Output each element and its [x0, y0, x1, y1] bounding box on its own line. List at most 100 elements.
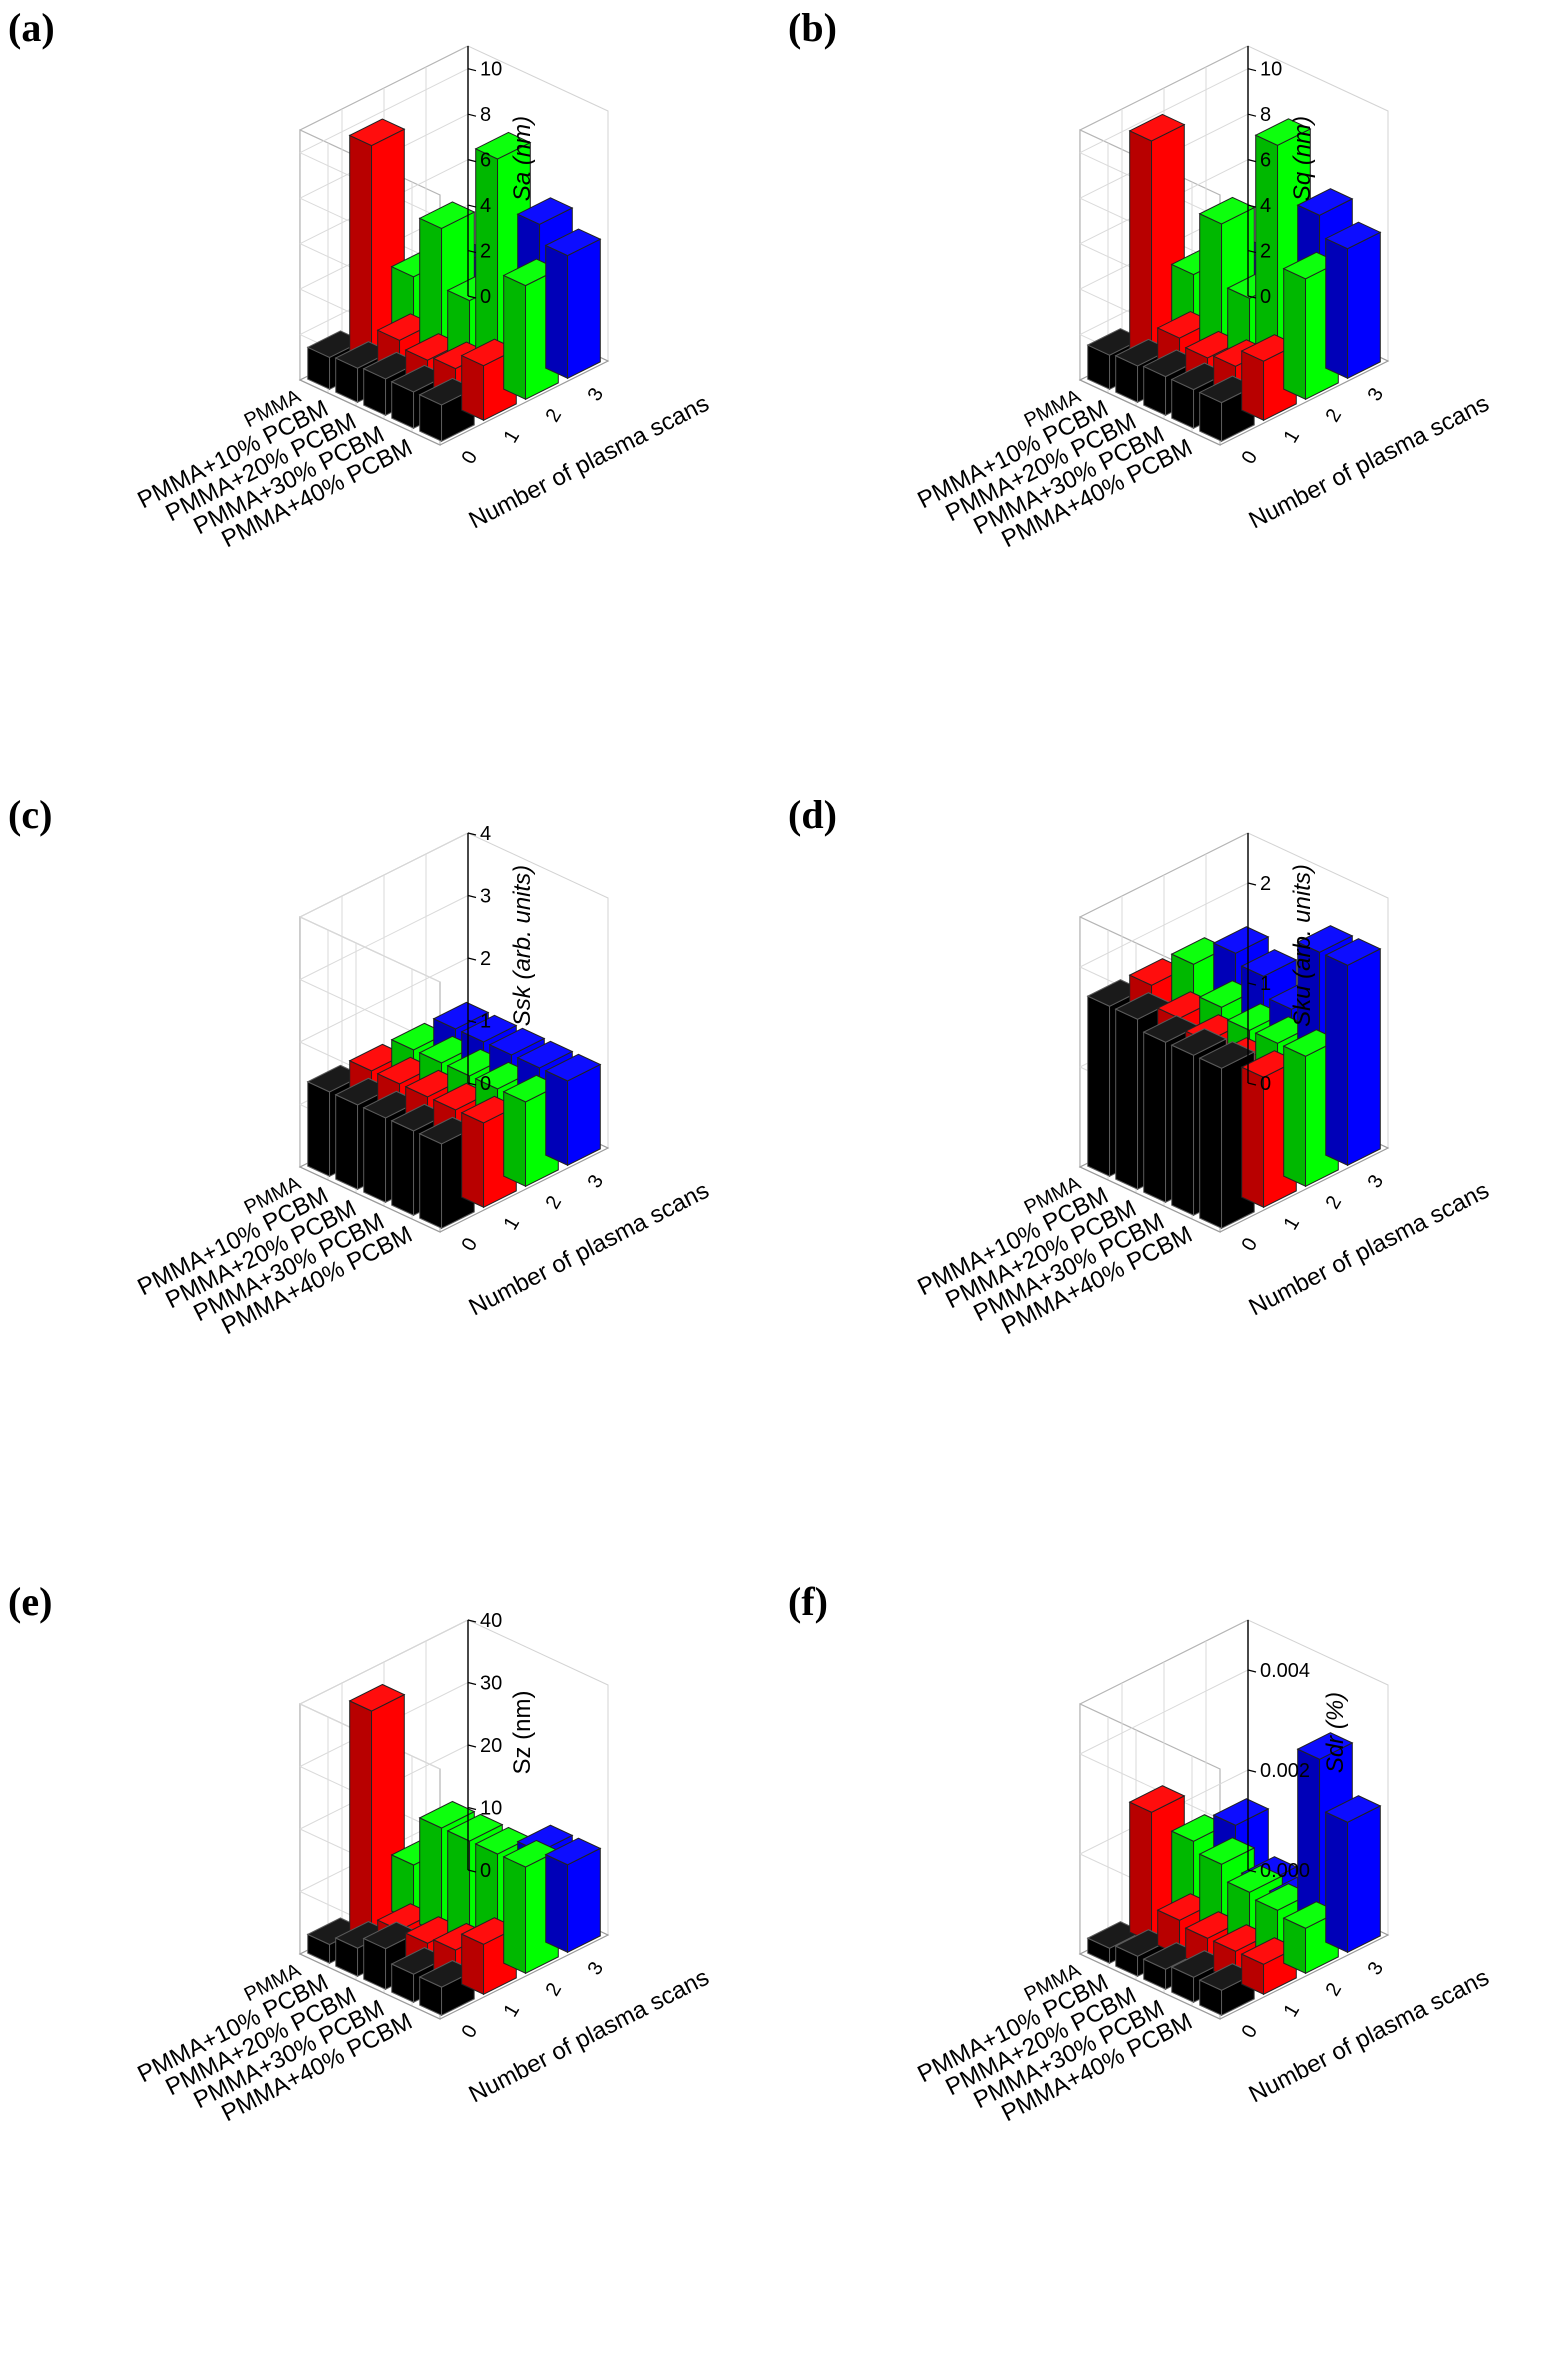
z-tick-label: 30	[480, 1673, 502, 1695]
x-tick-label: 2	[1321, 1192, 1346, 1213]
z-tick-label: 6	[480, 150, 491, 172]
z-tick	[1247, 68, 1257, 72]
z-tick-label: 8	[480, 104, 491, 126]
panel-label: (e)	[8, 1579, 53, 1624]
z-tick-label: 2	[1260, 241, 1271, 263]
x-tick-label: 3	[583, 1171, 608, 1192]
z-tick-label: 2	[1260, 873, 1271, 895]
z-tick-label: 4	[1260, 195, 1271, 217]
x-tick-label: 3	[1363, 1958, 1388, 1979]
z-tick-label: 10	[480, 1798, 502, 1820]
z-tick	[467, 1806, 477, 1811]
x-tick-label: 0	[1237, 447, 1262, 468]
z-tick	[467, 295, 477, 299]
z-tick-label: 20	[480, 1735, 502, 1757]
z-axis-label: Sz (nm)	[509, 1691, 536, 1775]
z-tick	[1247, 295, 1257, 299]
z-tick	[1247, 982, 1257, 986]
z-tick-label: 0	[480, 1860, 491, 1882]
z-tick-label: 0.000	[1260, 1860, 1310, 1882]
x-tick-label: 3	[583, 1958, 608, 1979]
z-tick	[1247, 113, 1257, 117]
x-tick-label: 0	[1237, 1234, 1262, 1255]
chart-panel-b: (b) 0 2 4 6 8 10 Sq (nm) 0 1 2 3 Number of plasma s…	[780, 0, 1560, 787]
bar-3-4	[1324, 938, 1382, 1167]
x-tick-label: 0	[457, 447, 482, 468]
z-tick	[467, 204, 477, 208]
z-tick-label: 10	[480, 59, 502, 81]
chart-panel-c: (c) 0 1 2 3 4 Ssk (arb. units) 0 1 2 3 Number of p…	[0, 787, 780, 1574]
z-tick	[467, 113, 477, 117]
x-tick-label: 2	[1321, 1979, 1346, 2000]
z-tick	[467, 1082, 477, 1086]
panel-label: (f)	[788, 1579, 828, 1624]
x-tick-label: 1	[1279, 1213, 1304, 1234]
z-tick	[1247, 1869, 1257, 1873]
z-tick	[467, 68, 477, 72]
z-tick-label: 10	[1260, 59, 1282, 81]
chart-panel-e: (e) 0 10 20 30 40 Sz (nm) 0 1 2 3 Number of plasma…	[0, 1574, 780, 2361]
z-tick	[1247, 159, 1257, 163]
chart-panel-f: (f) 0.000 0.002 0.004 Sdr (%) 0 1 2 3 Number of …	[780, 1574, 1560, 2361]
x-tick-label: 0	[457, 2021, 482, 2042]
chart-panel-d: (d) 0 1 2 Sku (arb. units) 0 1 2 3 Number of pla…	[780, 787, 1560, 1574]
bar-3-4	[1324, 221, 1382, 380]
z-tick	[467, 894, 477, 899]
gridline	[1079, 1753, 1221, 1820]
z-tick-label: 4	[480, 195, 491, 217]
panel-label: (d)	[788, 792, 837, 837]
z-tick	[1247, 882, 1257, 886]
panel-label: (b)	[788, 5, 837, 50]
x-tick-label: 2	[541, 1979, 566, 2000]
z-tick	[467, 1681, 477, 1686]
z-tick-label: 1	[480, 1011, 491, 1033]
bar-3-4	[544, 1837, 602, 1954]
z-tick	[1247, 204, 1257, 208]
x-tick-label: 2	[1321, 405, 1346, 426]
z-tick	[467, 1744, 477, 1748]
x-tick-label: 3	[583, 384, 608, 405]
bar-3-4	[544, 1053, 602, 1167]
x-tick-label: 1	[499, 2000, 524, 2021]
z-tick-label: 0	[1260, 1073, 1271, 1095]
z-tick-label: 0	[1260, 286, 1271, 308]
z-tick	[1247, 1769, 1257, 1773]
z-tick-label: 1	[1260, 973, 1271, 995]
z-tick-label: 0	[480, 286, 491, 308]
z-tick	[1247, 1082, 1257, 1086]
gridline	[299, 916, 441, 983]
z-tick	[467, 1869, 477, 1873]
x-tick-label: 1	[1279, 426, 1304, 447]
x-tick-label: 1	[499, 426, 524, 447]
x-tick-label: 3	[1363, 384, 1388, 405]
z-tick-label: 4	[480, 823, 491, 845]
z-tick	[1247, 1669, 1257, 1673]
z-tick	[467, 832, 477, 836]
z-axis-label: Ssk (arb. units)	[509, 865, 536, 1026]
z-tick-label: 40	[480, 1610, 502, 1632]
z-tick	[467, 1019, 477, 1024]
z-tick-label: 0.004	[1260, 1660, 1310, 1682]
z-tick-label: 2	[480, 948, 491, 970]
x-tick-label: 0	[457, 1234, 482, 1255]
bar-2-3	[474, 131, 532, 388]
z-axis-label: Sdr (%)	[1322, 1692, 1349, 1773]
z-axis-label: Sa (nm)	[509, 116, 536, 201]
bar-1-4	[460, 1917, 518, 1996]
x-tick-label: 3	[1363, 1171, 1388, 1192]
x-tick-label: 2	[541, 1192, 566, 1213]
z-tick-label: 0	[480, 1073, 491, 1095]
z-tick-label: 3	[480, 886, 491, 908]
x-tick-label: 1	[499, 1213, 524, 1234]
z-tick	[467, 249, 477, 254]
z-axis-label: Sq (nm)	[1289, 116, 1316, 201]
bar-3-4	[544, 228, 602, 380]
z-tick	[1247, 249, 1257, 254]
chart-panel-a: (a) 0 2 4 6 8 10 Sa (nm) 0 1 2 3 Number of plasma s…	[0, 0, 780, 787]
z-tick	[467, 159, 477, 163]
